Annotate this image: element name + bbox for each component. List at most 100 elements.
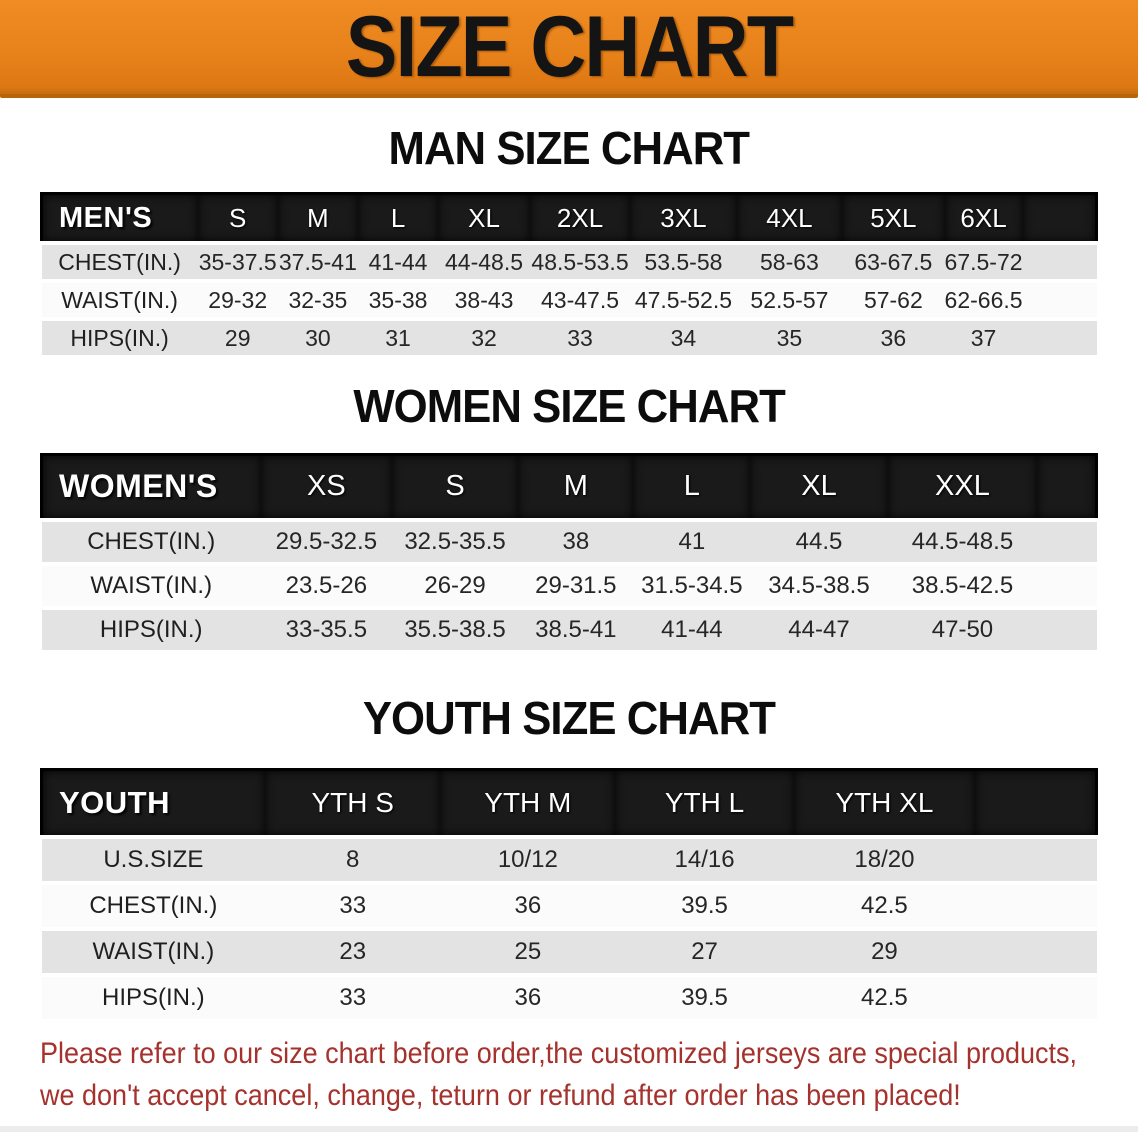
size-value-cell: 31: [357, 319, 439, 356]
disclaimer-line-1: Please refer to our size chart before or…: [40, 1036, 1078, 1070]
size-value-cell: 29: [197, 319, 278, 356]
size-value-cell: 34.5-38.5: [750, 563, 888, 608]
size-column-header: L: [357, 192, 439, 245]
size-value-cell: 34: [630, 319, 737, 356]
measurement-row: HIPS(IN.) 29 30 31 32 33 34 35 36 37: [41, 319, 1097, 356]
size-value-cell: 43-47.5: [529, 281, 631, 320]
youth-size-table: YOUTH YTH S YTH M YTH L YTH XL U.S.SIZE 8 10/12…: [0, 767, 1138, 1019]
size-value-cell: 32.5-35.5: [391, 519, 519, 564]
youth-section-heading-text: YOUTH SIZE CHART: [362, 691, 776, 744]
row-filler-cell: [975, 928, 1097, 975]
table-title-cell: WOMEN'S: [39, 452, 261, 522]
measurement-row: WAIST(IN.) 29-32 32-35 35-38 38-43 43-47.5 47.…: [41, 281, 1097, 320]
size-value-cell: 31.5-34.5: [633, 563, 751, 608]
measurement-row-label: CHEST(IN.): [41, 519, 261, 564]
size-value-cell: 29-31.5: [518, 563, 634, 608]
size-value-cell: 63-67.5: [842, 243, 945, 282]
measurement-row-label: HIPS(IN.): [41, 607, 261, 650]
size-column-header: L: [633, 452, 751, 522]
size-value-cell: 35.5-38.5: [391, 607, 519, 650]
table-header-row: WOMEN'S XS S M L XL XXL: [39, 452, 1099, 522]
size-value-cell: 35-37.5: [197, 243, 278, 282]
size-column-header: 3XL: [630, 192, 737, 245]
size-value-cell: 62-66.5: [944, 281, 1023, 320]
size-value-cell: 14/16: [615, 836, 794, 883]
size-value-cell: 18/20: [793, 836, 976, 883]
size-value-cell: 29.5-32.5: [260, 519, 392, 564]
size-column-header: XL: [438, 192, 530, 245]
size-column-header: XXL: [887, 452, 1038, 522]
size-table: WOMEN'S XS S M L XL XXL CHEST(IN.) 29.5-32.5 32.5…: [39, 452, 1099, 650]
size-value-cell: 36: [440, 974, 616, 1019]
measurement-row-label: WAIST(IN.): [41, 281, 198, 320]
size-value-cell: 42.5: [793, 974, 976, 1019]
size-value-cell: 8: [265, 836, 441, 883]
size-value-cell: 41-44: [633, 607, 751, 650]
size-value-cell: 29: [793, 928, 976, 975]
man-section-heading-text: MAN SIZE CHART: [388, 122, 751, 174]
size-value-cell: 33-35.5: [260, 607, 392, 650]
size-value-cell: 36: [842, 319, 945, 356]
table-header-row: YOUTH YTH S YTH M YTH L YTH XL: [40, 767, 1099, 839]
measurement-row: WAIST(IN.) 23 25 27 29: [41, 928, 1097, 975]
size-value-cell: 32: [438, 319, 530, 356]
measurement-row: CHEST(IN.) 35-37.5 37.5-41 41-44 44-48.5 48.5…: [41, 243, 1097, 282]
size-value-cell: 23: [265, 928, 441, 975]
measurement-row-label: HIPS(IN.): [41, 319, 198, 356]
size-value-cell: 47.5-52.5: [630, 281, 737, 320]
measurement-row-label: CHEST(IN.): [41, 243, 198, 282]
size-column-header: XL: [750, 452, 888, 522]
size-value-cell: 48.5-53.5: [529, 243, 631, 282]
size-column-header: YTH XL: [793, 767, 976, 839]
header-filler-cell: [1022, 192, 1098, 245]
measurement-row: HIPS(IN.) 33 36 39.5 42.5: [41, 974, 1097, 1019]
size-column-header: S: [391, 452, 519, 522]
size-value-cell: 58-63: [736, 243, 843, 282]
size-value-cell: 47-50: [887, 607, 1038, 650]
men-size-table: MEN'S S M L XL 2XL 3XL 4XL 5XL 6XL CHEST(IN.) 35-37…: [0, 192, 1138, 356]
bottom-edge-strip: [0, 1126, 1138, 1132]
size-value-cell: 42.5: [793, 882, 976, 929]
size-column-header: 2XL: [529, 192, 631, 245]
size-table: MEN'S S M L XL 2XL 3XL 4XL 5XL 6XL CHEST(IN.) 35-37…: [39, 192, 1098, 356]
measurement-row: HIPS(IN.) 33-35.5 35.5-38.5 38.5-41 41-44 44-…: [41, 607, 1097, 650]
row-filler-cell: [1037, 563, 1097, 608]
disclaimer-line-2: we don't accept cancel, change, teturn o…: [40, 1078, 961, 1112]
measurement-row-label: HIPS(IN.): [41, 974, 266, 1019]
size-value-cell: 26-29: [391, 563, 519, 608]
header-filler-cell: [1037, 452, 1099, 522]
size-value-cell: 53.5-58: [630, 243, 737, 282]
banner-title: SIZE CHART: [345, 0, 794, 95]
size-column-header: M: [277, 192, 358, 245]
measurement-row: U.S.SIZE 8 10/12 14/16 18/20: [41, 836, 1097, 883]
size-value-cell: 67.5-72: [944, 243, 1023, 282]
measurement-row-label: WAIST(IN.): [41, 563, 261, 608]
table-title-cell: MEN'S: [39, 192, 198, 245]
size-value-cell: 25: [440, 928, 616, 975]
size-value-cell: 39.5: [615, 974, 794, 1019]
row-filler-cell: [1022, 281, 1097, 320]
disclaimer-note: Please refer to our size chart before or…: [40, 1033, 1138, 1117]
size-value-cell: 44.5-48.5: [887, 519, 1038, 564]
size-chart-banner: SIZE CHART: [0, 0, 1138, 98]
size-value-cell: 23.5-26: [260, 563, 392, 608]
size-value-cell: 41: [633, 519, 751, 564]
size-value-cell: 35: [736, 319, 843, 356]
size-value-cell: 27: [615, 928, 794, 975]
size-value-cell: 38: [518, 519, 634, 564]
size-column-header: 6XL: [944, 192, 1023, 245]
size-value-cell: 37: [944, 319, 1023, 356]
size-column-header: M: [518, 452, 634, 522]
measurement-row: CHEST(IN.) 33 36 39.5 42.5: [41, 882, 1097, 929]
row-filler-cell: [975, 974, 1097, 1019]
man-section-heading: MAN SIZE CHART: [0, 122, 1138, 174]
size-value-cell: 29-32: [197, 281, 278, 320]
size-column-header: S: [197, 192, 278, 245]
women-section-heading: WOMEN SIZE CHART: [0, 382, 1138, 431]
size-value-cell: 44-48.5: [438, 243, 530, 282]
header-filler-cell: [975, 767, 1099, 839]
row-filler-cell: [1022, 319, 1097, 356]
size-value-cell: 44.5: [750, 519, 888, 564]
size-value-cell: 52.5-57: [736, 281, 843, 320]
row-filler-cell: [1022, 243, 1097, 282]
